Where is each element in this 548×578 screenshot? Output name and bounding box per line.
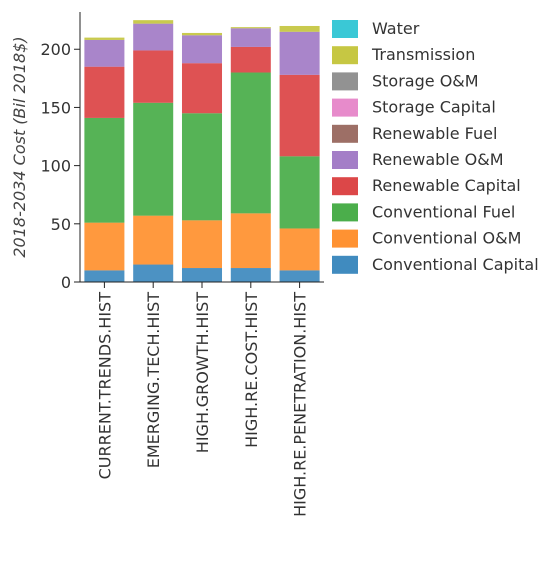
legend-swatch xyxy=(332,124,358,143)
bar-renewable-capital-5 xyxy=(279,74,320,157)
bar-conventional-fuel-2 xyxy=(133,102,174,216)
bar-conventional-capital-3 xyxy=(181,268,223,282)
legend-swatch xyxy=(332,20,358,38)
bar-transmission-3 xyxy=(181,32,223,36)
bar-conventional-capital-5 xyxy=(279,270,320,282)
legend-swatch xyxy=(332,46,358,65)
bar-transmission-1 xyxy=(84,37,125,40)
bar-renewable-capital-2 xyxy=(133,50,174,103)
bar-renewable-oandm-5 xyxy=(279,31,320,75)
legend: Water Transmission Storage O&M Storage Capi… xyxy=(332,19,539,274)
bar-conventional-capital-1 xyxy=(84,270,125,282)
bar-transmission-5 xyxy=(279,25,320,32)
legend-label: Conventional Fuel xyxy=(372,202,515,221)
bar-renewable-oandm-1 xyxy=(84,39,125,67)
bar-conventional-oandm-5 xyxy=(279,228,320,271)
bar-renewable-capital-1 xyxy=(84,66,125,118)
legend-item-renewable-fuel: Renewable Fuel xyxy=(332,124,497,143)
legend-item-renewable-capital: Renewable Capital xyxy=(332,176,521,196)
legend-label: Renewable Fuel xyxy=(372,124,497,143)
legend-item-conventional-oandm: Conventional O&M xyxy=(332,229,521,248)
legend-item-storage-oandm: Storage O&M xyxy=(332,71,479,91)
plot-area xyxy=(84,20,320,282)
legend-label: Conventional Capital xyxy=(372,255,539,274)
bar-conventional-oandm-2 xyxy=(133,215,174,265)
legend-swatch xyxy=(332,72,358,91)
legend-swatch xyxy=(332,98,358,117)
legend-swatch xyxy=(332,229,358,248)
x-tick-label: CURRENT.TRENDS.HIST xyxy=(95,292,114,480)
bar-renewable-oandm-4 xyxy=(230,28,271,47)
y-tick-label: 200 xyxy=(40,40,71,59)
legend-label: Transmission xyxy=(371,45,475,64)
bar-conventional-fuel-1 xyxy=(84,117,125,223)
bar-conventional-capital-4 xyxy=(230,268,271,282)
legend-swatch xyxy=(332,203,358,222)
bar-transmission-4 xyxy=(230,27,271,29)
bar-conventional-fuel-4 xyxy=(230,72,271,214)
y-tick-label: 50 xyxy=(51,215,71,234)
y-tick-label: 150 xyxy=(40,98,71,117)
y-tick-label: 100 xyxy=(40,157,71,176)
legend-item-storage-capital: Storage Capital xyxy=(332,98,496,117)
legend-label: Renewable O&M xyxy=(372,150,504,169)
legend-item-conventional-capital: Conventional Capital xyxy=(332,255,539,274)
bar-conventional-oandm-1 xyxy=(84,222,125,271)
legend-item-transmission: Transmission xyxy=(332,45,475,65)
x-tick-label: HIGH.GROWTH.HIST xyxy=(193,292,212,453)
legend-label: Storage O&M xyxy=(372,71,479,90)
legend-item-water: Water xyxy=(332,19,420,38)
legend-label: Conventional O&M xyxy=(372,229,521,248)
bar-transmission-2 xyxy=(133,20,174,24)
bar-conventional-fuel-3 xyxy=(181,113,223,221)
x-axis: CURRENT.TRENDS.HIST EMERGING.TECH.HIST HIG… xyxy=(80,281,324,517)
y-axis-label: 2018-2034 Cost (Bil 2018$) xyxy=(10,36,29,257)
y-tick-label: 0 xyxy=(61,273,71,292)
legend-label: Storage Capital xyxy=(372,98,496,117)
x-tick-label: EMERGING.TECH.HIST xyxy=(144,292,163,469)
bar-conventional-capital-2 xyxy=(133,264,174,282)
bar-conventional-fuel-5 xyxy=(279,156,320,229)
legend-swatch xyxy=(332,177,358,196)
legend-item-renewable-oandm: Renewable O&M xyxy=(332,150,504,169)
bar-renewable-capital-4 xyxy=(230,46,271,73)
bar-renewable-capital-3 xyxy=(181,63,223,114)
bar-renewable-oandm-3 xyxy=(181,35,223,64)
legend-label: Water xyxy=(372,19,420,38)
y-axis: 0 50 100 150 200 xyxy=(40,12,81,292)
bar-conventional-oandm-4 xyxy=(230,213,271,269)
bar-conventional-oandm-3 xyxy=(181,220,223,269)
x-tick-label: HIGH.RE.COST.HIST xyxy=(242,292,261,448)
legend-label: Renewable Capital xyxy=(372,176,521,195)
legend-item-conventional-fuel: Conventional Fuel xyxy=(332,202,515,222)
legend-swatch xyxy=(332,255,358,274)
legend-swatch xyxy=(332,151,358,169)
x-tick-label: HIGH.RE.PENETRATION.HIST xyxy=(291,292,310,517)
bar-renewable-oandm-2 xyxy=(133,23,174,51)
